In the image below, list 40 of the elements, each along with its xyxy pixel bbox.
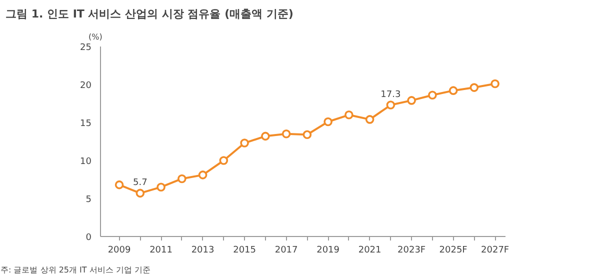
x-tick-label: 2009 xyxy=(108,246,132,256)
point xyxy=(490,79,500,88)
x-tick-label: 2011 xyxy=(150,246,172,256)
point xyxy=(261,132,270,141)
point xyxy=(324,117,332,126)
y-tick-label: 0 xyxy=(86,233,92,243)
point xyxy=(302,130,312,140)
point xyxy=(386,100,396,110)
x-tick-label: 2025F xyxy=(439,246,468,256)
point xyxy=(178,174,186,184)
x-tick-label: 2017 xyxy=(274,246,298,256)
x-tick-label: 2023F xyxy=(398,246,426,256)
data-label: 17.3 xyxy=(380,90,401,100)
y-axis-title: (%) xyxy=(88,32,102,42)
point xyxy=(344,110,354,120)
point xyxy=(282,130,291,138)
point xyxy=(198,170,208,180)
point xyxy=(114,180,124,190)
point xyxy=(240,138,249,148)
x-tick-label: 2015 xyxy=(233,246,256,256)
y-tick-label: 5 xyxy=(86,195,92,205)
point xyxy=(407,96,416,105)
point xyxy=(219,156,228,165)
point xyxy=(428,90,437,100)
point xyxy=(136,188,145,198)
chart-title: 그림 1. 인도 IT 서비스 산업의 시장 점유율 (매출액 기준) xyxy=(6,8,294,20)
point xyxy=(470,83,479,92)
x-tick-label: 2013 xyxy=(191,246,214,256)
x-tick-label: 2027F xyxy=(481,246,510,256)
y-tick-label: 15 xyxy=(80,119,92,129)
y-tick-label: 25 xyxy=(80,43,92,53)
x-tick-label: 2021 xyxy=(358,246,382,256)
point xyxy=(365,115,374,124)
x-tick-label: 2019 xyxy=(316,246,340,256)
y-tick-label: 20 xyxy=(80,81,92,91)
data-label: 5.7 xyxy=(133,178,148,188)
point xyxy=(448,86,458,95)
point xyxy=(156,182,166,192)
y-tick-label: 10 xyxy=(80,157,92,167)
text: 주: 글로벌 상위 25개 IT 서비스 기업 기준 xyxy=(0,266,150,274)
